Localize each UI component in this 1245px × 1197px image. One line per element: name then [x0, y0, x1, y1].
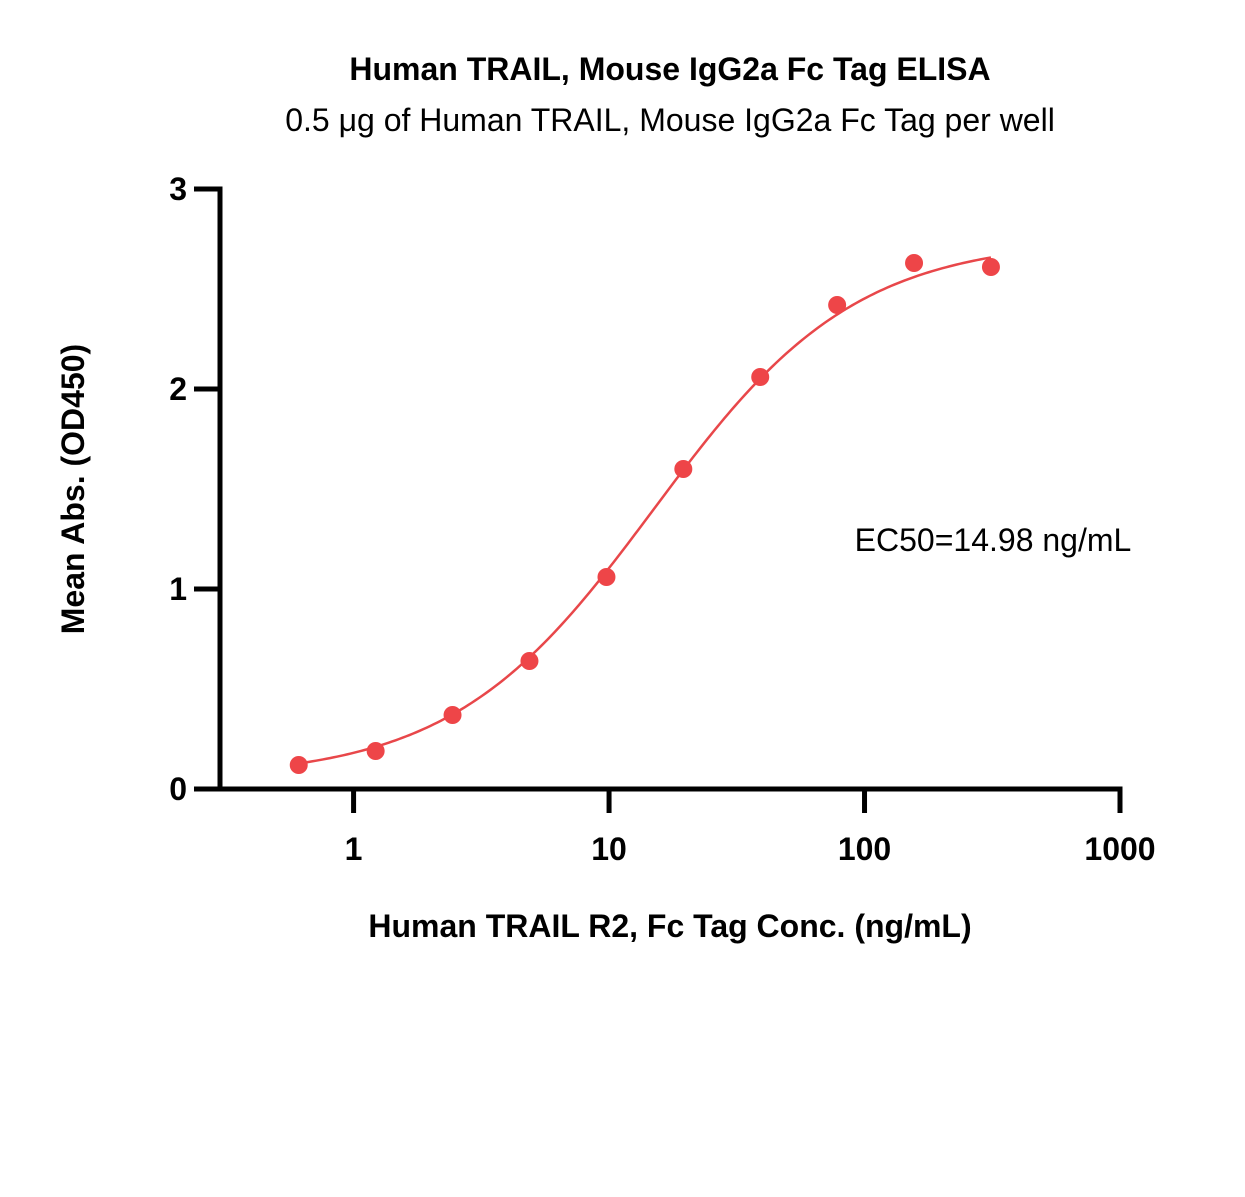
- x-tick-label: 1000: [1084, 831, 1155, 867]
- data-point: [674, 460, 693, 478]
- x-tick-label: 1: [345, 831, 363, 867]
- y-tick-label: 3: [169, 171, 187, 207]
- y-tick-label: 2: [169, 371, 187, 407]
- data-point: [597, 568, 616, 586]
- x-tick-label: 100: [838, 831, 891, 867]
- data-point: [366, 742, 385, 760]
- data-point: [828, 296, 847, 314]
- fit-curve: [298, 256, 992, 765]
- data-point: [520, 652, 539, 670]
- y-axis-label: Mean Abs. (OD450): [55, 344, 91, 634]
- data-point: [751, 368, 770, 386]
- chart-title: Human TRAIL, Mouse IgG2a Fc Tag ELISA: [349, 51, 990, 87]
- tick-labels: 0 1 2 3 1 10 100 1000: [169, 171, 1155, 867]
- y-tick-label: 1: [169, 571, 187, 607]
- ec50-annotation: EC50=14.98 ng/mL: [855, 522, 1132, 558]
- data-point: [289, 756, 308, 774]
- axes: [217, 186, 1123, 792]
- data-point: [981, 258, 1000, 276]
- y-tick-label: 0: [169, 771, 187, 807]
- ticks: [194, 186, 1123, 813]
- data-points: [289, 254, 1000, 774]
- x-tick-label: 10: [591, 831, 627, 867]
- data-point: [443, 706, 462, 724]
- x-axis-label: Human TRAIL R2, Fc Tag Conc. (ng/mL): [368, 908, 971, 944]
- data-point: [905, 254, 924, 272]
- chart-subtitle: 0.5 μg of Human TRAIL, Mouse IgG2a Fc Ta…: [285, 102, 1055, 138]
